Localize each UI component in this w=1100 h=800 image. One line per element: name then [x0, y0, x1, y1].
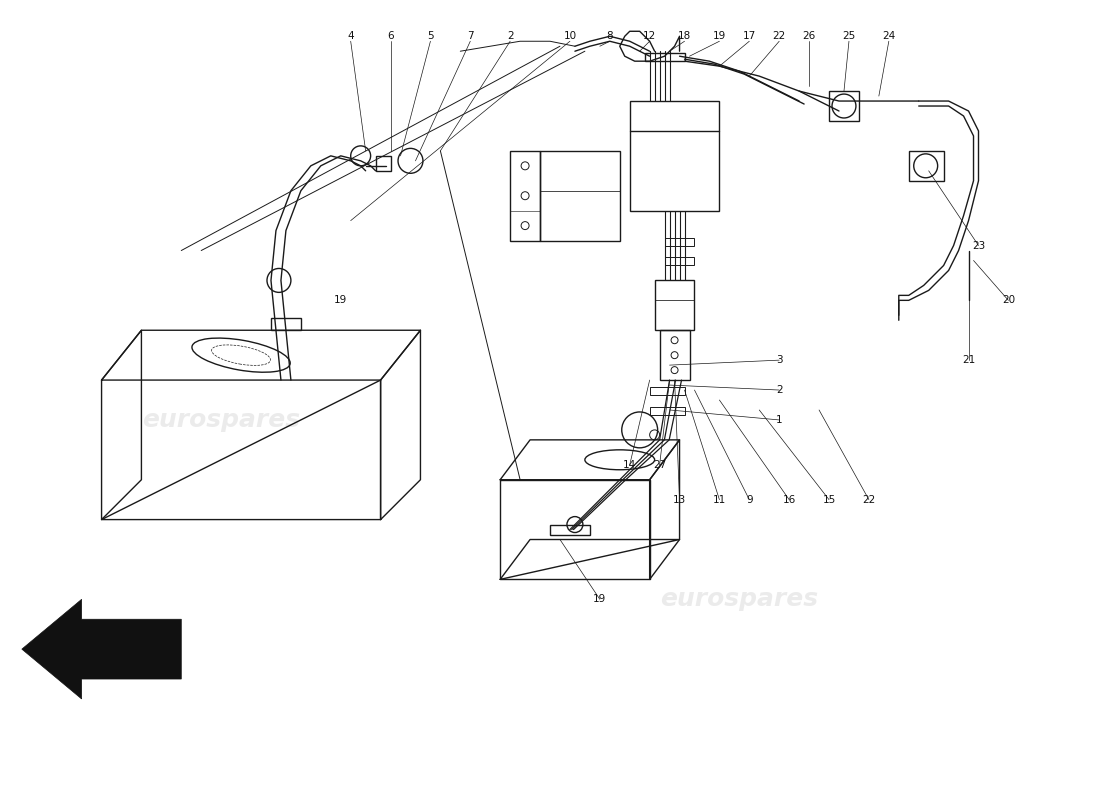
Bar: [660, 330, 690, 380]
Text: 22: 22: [862, 494, 876, 505]
Text: 24: 24: [882, 31, 895, 42]
Text: 25: 25: [843, 31, 856, 42]
Bar: [650, 387, 684, 395]
Text: 7: 7: [468, 31, 474, 42]
Text: 18: 18: [678, 31, 691, 42]
Text: 19: 19: [713, 31, 726, 42]
Text: 26: 26: [803, 31, 816, 42]
Bar: [510, 151, 540, 241]
Text: 14: 14: [623, 460, 636, 470]
Text: 5: 5: [427, 31, 433, 42]
Text: 20: 20: [1002, 295, 1015, 306]
Text: 9: 9: [746, 494, 752, 505]
Text: 22: 22: [772, 31, 785, 42]
Text: 1: 1: [776, 415, 782, 425]
Text: eurospares: eurospares: [142, 408, 300, 432]
Bar: [540, 151, 619, 241]
Bar: [271, 318, 301, 330]
Bar: [654, 281, 694, 330]
Bar: [909, 151, 944, 181]
Text: 10: 10: [563, 31, 576, 42]
Text: 27: 27: [653, 460, 667, 470]
Text: eurospares: eurospares: [660, 587, 818, 611]
Bar: [650, 407, 684, 415]
Text: 17: 17: [742, 31, 756, 42]
Bar: [629, 101, 719, 210]
Text: 4: 4: [348, 31, 354, 42]
Text: 12: 12: [644, 31, 657, 42]
Bar: [664, 258, 694, 266]
Bar: [550, 525, 590, 534]
Text: 3: 3: [776, 355, 782, 365]
Text: 19: 19: [334, 295, 348, 306]
Text: 8: 8: [606, 31, 613, 42]
Text: 21: 21: [961, 355, 976, 365]
Bar: [829, 91, 859, 121]
Text: 19: 19: [593, 594, 606, 604]
Polygon shape: [22, 599, 182, 699]
Bar: [664, 238, 694, 246]
Text: 2: 2: [507, 31, 514, 42]
Text: 2: 2: [776, 385, 782, 395]
Text: 11: 11: [713, 494, 726, 505]
Bar: [375, 156, 390, 170]
Text: 6: 6: [387, 31, 394, 42]
Text: 15: 15: [823, 494, 836, 505]
Text: 23: 23: [972, 241, 986, 250]
Bar: [645, 54, 684, 61]
Text: 16: 16: [782, 494, 795, 505]
Text: 13: 13: [673, 494, 686, 505]
